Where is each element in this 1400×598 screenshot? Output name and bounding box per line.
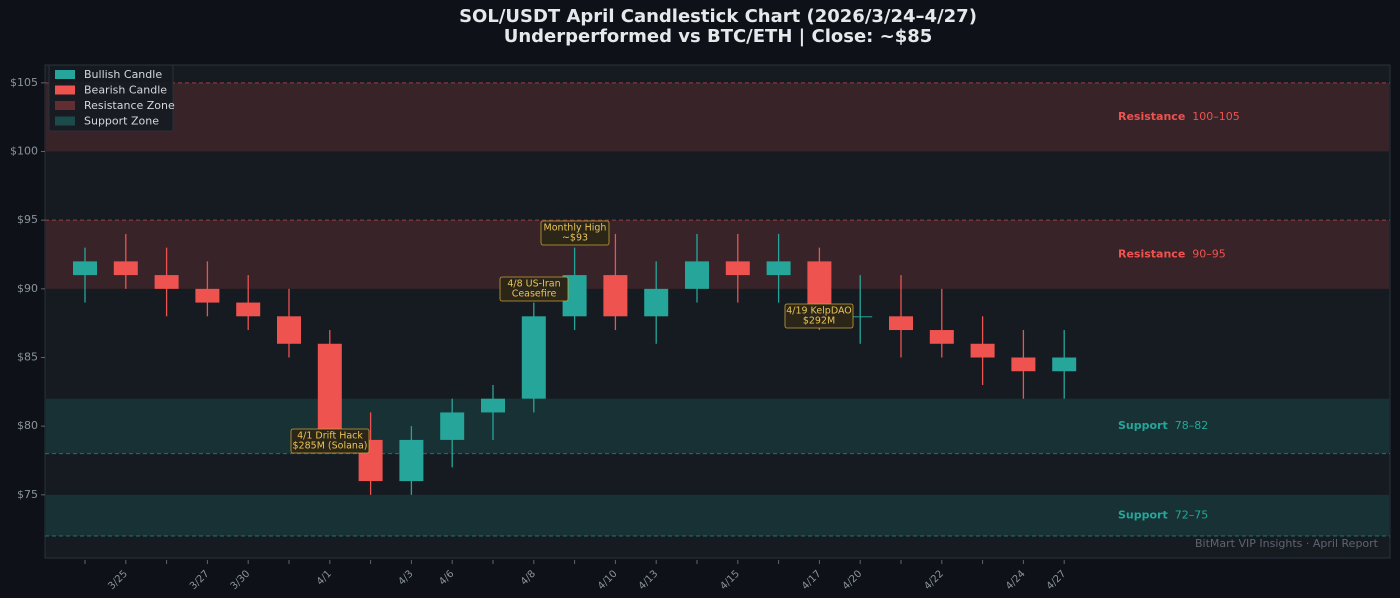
candle-body <box>195 288 220 303</box>
annotation-box <box>290 428 370 454</box>
zone-range: 100–105 <box>1192 110 1240 123</box>
candle-body <box>889 316 913 331</box>
zone-label: Support 72–75 <box>1118 508 1208 521</box>
zone-label: Resistance 90–95 <box>1118 248 1226 261</box>
zone-range: 72–75 <box>1175 508 1209 521</box>
y-tick-label: $95 <box>17 213 38 226</box>
annotation-text: $285M (Solana) <box>293 441 368 452</box>
chart-subtitle: Underperformed vs BTC/ETH | Close: ~$85 <box>504 26 933 47</box>
candle-body <box>521 316 546 399</box>
candle-body <box>929 330 954 344</box>
candle-body <box>644 288 669 317</box>
zone <box>46 494 1389 537</box>
annotation-text: ~$93 <box>562 233 588 244</box>
candle-body <box>73 261 97 276</box>
y-tick-label: $100 <box>10 145 38 158</box>
candle-body <box>236 302 261 317</box>
annotation-box <box>540 220 610 246</box>
annotation-box <box>499 276 569 302</box>
y-tick-label: $85 <box>17 351 38 364</box>
annotation-text: Monthly High <box>544 223 607 234</box>
zone <box>46 220 1389 289</box>
annotation-text: Ceasefire <box>512 289 557 300</box>
candle-body <box>317 343 342 440</box>
candle-body <box>440 412 465 440</box>
legend-swatch <box>55 85 75 95</box>
chart-title: SOL/USDT April Candlestick Chart (2026/3… <box>459 6 977 27</box>
annotation-text: 4/19 KelpDAO <box>786 306 852 317</box>
annotation-box <box>784 303 854 329</box>
zone <box>46 398 1389 454</box>
candle-body <box>399 439 424 482</box>
annotation-text: 4/8 US-Iran <box>507 279 560 290</box>
candle-body <box>1052 357 1077 372</box>
candle-body <box>154 275 179 289</box>
candle-body <box>603 275 628 317</box>
legend-label: Bullish Candle <box>84 68 162 81</box>
y-tick-label: $80 <box>17 419 38 432</box>
candle-body <box>1011 357 1036 372</box>
legend-label: Resistance Zone <box>84 99 175 112</box>
candle-body <box>848 316 873 318</box>
legend-label: Support Zone <box>84 115 159 128</box>
zone-name: Resistance <box>1118 110 1185 123</box>
candle-body <box>725 261 750 276</box>
zone-range: 90–95 <box>1192 248 1226 261</box>
y-tick-label: $75 <box>17 488 38 501</box>
zone-name: Resistance <box>1118 248 1185 261</box>
candle-body <box>685 261 709 289</box>
legend-swatch <box>55 116 75 126</box>
zone-label: Support 78–82 <box>1118 419 1208 432</box>
y-tick-label: $105 <box>10 76 38 89</box>
zone <box>46 82 1389 152</box>
zone-label: Resistance 100–105 <box>1118 110 1240 123</box>
candle-body <box>481 398 505 413</box>
legend-swatch <box>55 101 75 110</box>
zone-name: Support <box>1118 508 1168 521</box>
candle-body <box>766 261 791 276</box>
candle-body <box>970 343 995 358</box>
legend-label: Bearish Candle <box>84 84 167 97</box>
watermark: BitMart VIP Insights · April Report <box>1195 537 1379 550</box>
candle-body <box>277 316 301 344</box>
plot-area <box>44 64 1391 559</box>
legend-box <box>48 64 174 132</box>
zone-name: Support <box>1118 419 1168 432</box>
legend-swatch <box>55 70 75 79</box>
zone-range: 78–82 <box>1175 419 1209 432</box>
annotation-text: $292M <box>803 316 835 327</box>
annotation-text: 4/1 Drift Hack <box>297 431 363 442</box>
y-tick-label: $90 <box>17 282 38 295</box>
candle-body <box>113 261 138 276</box>
